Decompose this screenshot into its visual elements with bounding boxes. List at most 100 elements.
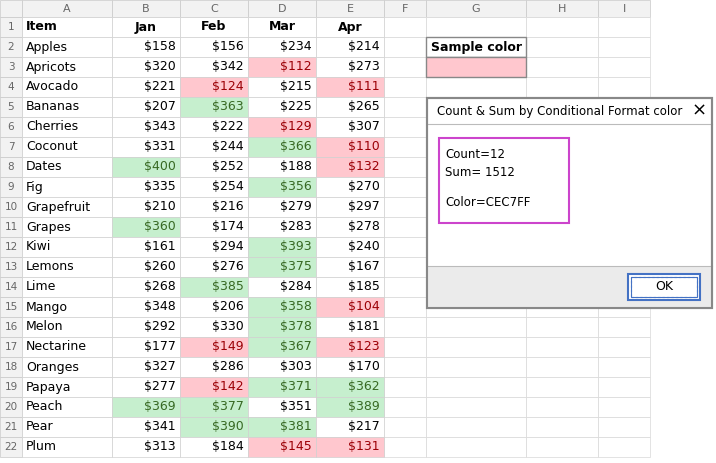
Text: $254: $254	[212, 181, 244, 194]
Text: $260: $260	[144, 261, 176, 274]
Bar	[384, 137, 426, 157]
Bar	[316, 97, 384, 117]
Text: $265: $265	[348, 100, 380, 113]
Bar	[598, 0, 650, 17]
Bar	[248, 417, 316, 437]
Text: B: B	[142, 4, 150, 13]
Text: $158: $158	[144, 40, 176, 54]
Bar	[22, 217, 112, 237]
Bar	[22, 57, 112, 77]
Text: $378: $378	[280, 320, 312, 333]
Text: Kiwi: Kiwi	[26, 240, 52, 254]
Bar	[0, 297, 22, 317]
Bar	[384, 397, 426, 417]
Bar	[316, 117, 384, 137]
Text: $348: $348	[144, 300, 176, 313]
Bar	[316, 157, 384, 177]
Bar	[0, 177, 22, 197]
Bar	[384, 337, 426, 357]
Text: $389: $389	[348, 400, 380, 413]
Text: $225: $225	[280, 100, 312, 113]
Bar	[22, 277, 112, 297]
Bar	[112, 177, 180, 197]
Bar	[0, 277, 22, 297]
Text: 4: 4	[8, 82, 14, 92]
Text: $286: $286	[212, 361, 244, 374]
Bar	[598, 217, 650, 237]
Bar	[112, 217, 180, 237]
Bar	[384, 317, 426, 337]
Text: $268: $268	[144, 281, 176, 294]
Text: $240: $240	[348, 240, 380, 254]
Bar	[0, 37, 22, 57]
Bar	[248, 77, 316, 97]
Bar	[316, 177, 384, 197]
Text: 5: 5	[8, 102, 14, 112]
Bar	[22, 0, 112, 17]
Bar	[598, 237, 650, 257]
Bar	[526, 337, 598, 357]
Bar	[598, 157, 650, 177]
Bar	[384, 117, 426, 137]
Bar	[0, 217, 22, 237]
Text: $363: $363	[213, 100, 244, 113]
Bar	[526, 417, 598, 437]
Bar	[526, 77, 598, 97]
Bar	[427, 266, 712, 308]
Bar	[180, 97, 248, 117]
Bar	[598, 197, 650, 217]
Bar	[526, 37, 598, 57]
Text: $279: $279	[280, 200, 312, 213]
Text: $156: $156	[212, 40, 244, 54]
Text: 20: 20	[4, 402, 18, 412]
Bar	[248, 97, 316, 117]
Text: $331: $331	[145, 140, 176, 154]
Text: $362: $362	[349, 381, 380, 394]
Bar	[426, 217, 526, 237]
Bar	[598, 357, 650, 377]
Bar	[112, 417, 180, 437]
Text: 8: 8	[8, 162, 14, 172]
Text: Count & Sum by Conditional Format color: Count & Sum by Conditional Format color	[437, 105, 682, 118]
Bar	[180, 197, 248, 217]
Bar	[22, 77, 112, 97]
Bar	[112, 317, 180, 337]
Bar	[112, 297, 180, 317]
Text: $129: $129	[281, 120, 312, 133]
Bar	[112, 117, 180, 137]
Text: Avocado: Avocado	[26, 81, 79, 94]
Text: $276: $276	[212, 261, 244, 274]
Text: $149: $149	[213, 340, 244, 353]
Text: 10: 10	[4, 202, 18, 212]
Bar	[384, 417, 426, 437]
Text: $111: $111	[349, 81, 380, 94]
Text: $145: $145	[280, 440, 312, 453]
Bar	[526, 437, 598, 457]
Bar	[526, 157, 598, 177]
Bar	[316, 0, 384, 17]
Bar	[112, 337, 180, 357]
Text: $297: $297	[348, 200, 380, 213]
Text: 1: 1	[8, 22, 14, 32]
Bar	[316, 417, 384, 437]
Text: 2: 2	[8, 42, 14, 52]
Bar	[180, 317, 248, 337]
Bar	[248, 57, 316, 77]
Text: D: D	[278, 4, 286, 13]
Bar	[248, 237, 316, 257]
Bar	[112, 377, 180, 397]
Bar	[112, 97, 180, 117]
Text: $292: $292	[145, 320, 176, 333]
Bar	[384, 17, 426, 37]
Text: $112: $112	[281, 61, 312, 74]
Text: $181: $181	[348, 320, 380, 333]
Bar	[598, 257, 650, 277]
Bar	[631, 277, 697, 297]
Text: $307: $307	[348, 120, 380, 133]
Bar	[526, 237, 598, 257]
Text: $351: $351	[280, 400, 312, 413]
Bar	[426, 97, 526, 117]
Bar	[0, 257, 22, 277]
Bar	[180, 177, 248, 197]
Bar	[180, 357, 248, 377]
